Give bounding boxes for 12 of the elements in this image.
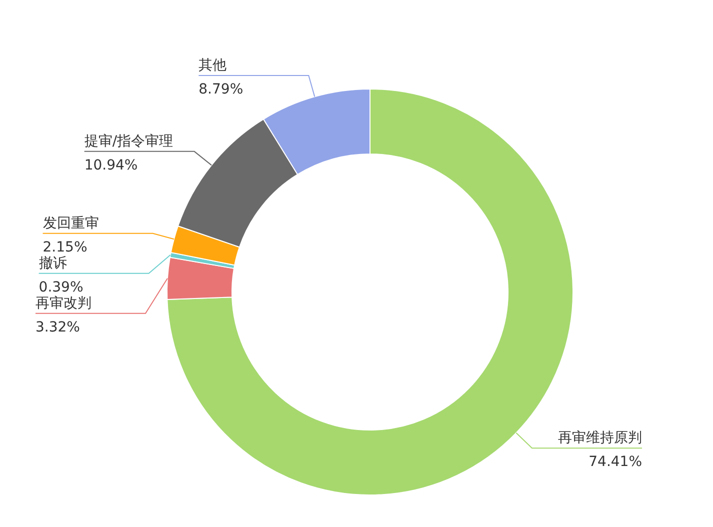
data-label: 0.39% — [38, 279, 84, 296]
data-label: 3.32% — [36, 319, 80, 336]
data-label: 10.94% — [84, 157, 138, 174]
slice-label: 再审改判 — [36, 295, 92, 312]
slice-label: 发回重审 — [42, 215, 99, 232]
slice-label: 提审/指令审理 — [84, 133, 174, 150]
data-label: 74.41% — [588, 454, 642, 470]
data-label: 2.15% — [42, 239, 88, 256]
slice-label: 撤诉 — [38, 255, 67, 272]
slice-label: 再审维持原判 — [558, 430, 642, 446]
slice-label: 其他 — [198, 58, 227, 74]
data-label: 8.79% — [198, 82, 244, 98]
